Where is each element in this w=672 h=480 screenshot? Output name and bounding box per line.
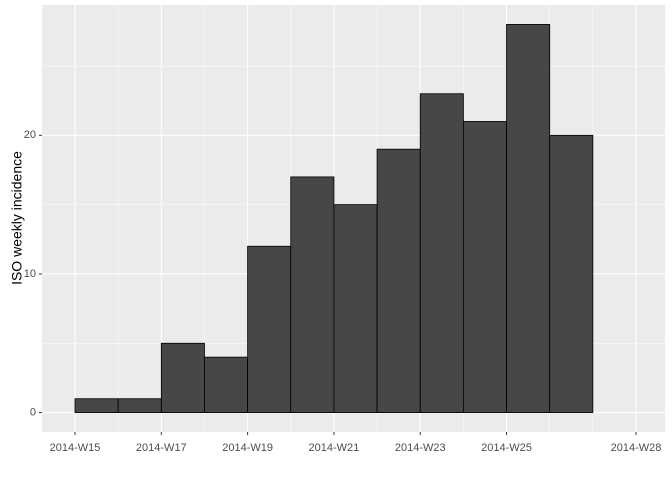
y-tick-label: 0 (30, 406, 36, 418)
bar (160, 342, 205, 413)
x-tick-label: 2014-W25 (481, 442, 532, 454)
bar (204, 356, 249, 413)
bar (117, 398, 162, 413)
bar (74, 398, 119, 413)
x-tick-label: 2014-W15 (50, 442, 101, 454)
bar (247, 245, 292, 413)
x-tick-label: 2014-W21 (309, 442, 360, 454)
bar (419, 93, 464, 413)
y-tick-label: 20 (24, 129, 36, 141)
y-axis-label: ISO weekly incidence (9, 151, 25, 285)
bar (549, 134, 594, 413)
bar (376, 148, 421, 413)
bar (333, 204, 378, 413)
bar (290, 176, 335, 413)
bar (506, 24, 551, 413)
x-tick-label: 2014-W28 (611, 442, 662, 454)
x-tick-label: 2014-W19 (222, 442, 273, 454)
y-tick-label: 10 (24, 268, 36, 280)
x-tick-label: 2014-W23 (395, 442, 446, 454)
x-tick-label: 2014-W17 (136, 442, 187, 454)
bar (462, 121, 507, 413)
